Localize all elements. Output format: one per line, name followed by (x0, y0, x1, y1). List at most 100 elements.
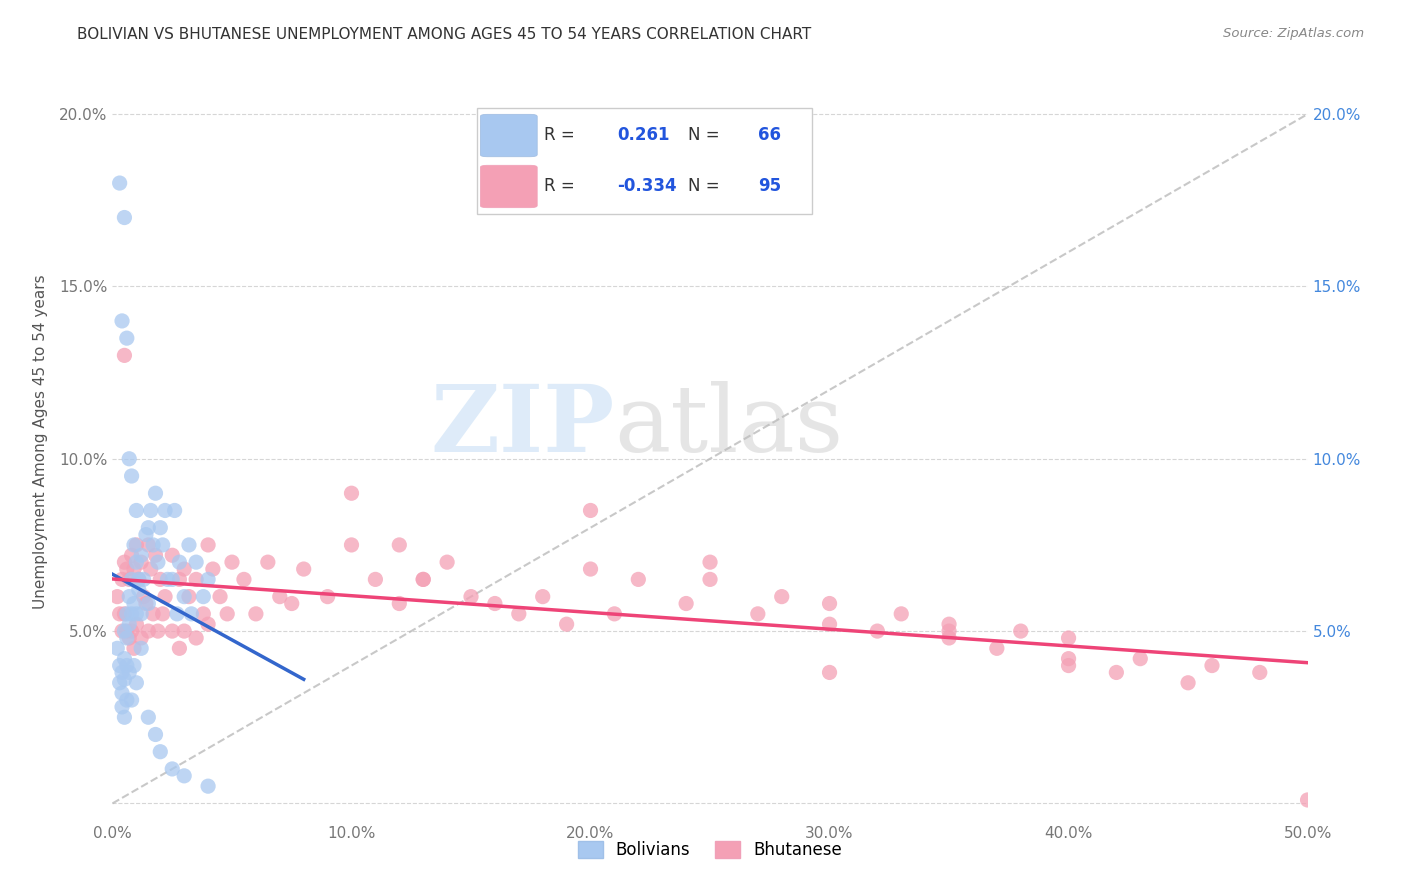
Point (579, 562, 602, 576)
Point (121, 624, 143, 639)
Point (484, 597, 506, 611)
Point (146, 624, 169, 639)
Point (1105, 665, 1128, 680)
Point (149, 573, 172, 587)
Point (121, 607, 143, 621)
Point (118, 573, 141, 587)
Point (209, 590, 232, 604)
Point (125, 607, 148, 621)
Point (269, 590, 291, 604)
Point (129, 607, 152, 621)
Point (115, 631, 138, 645)
Point (114, 211, 135, 225)
Point (122, 562, 145, 576)
Point (115, 331, 138, 345)
Point (508, 607, 530, 621)
Point (122, 641, 145, 656)
Point (340, 538, 363, 552)
Point (153, 503, 176, 517)
Point (115, 607, 138, 621)
Point (163, 503, 186, 517)
Point (699, 573, 721, 587)
Point (1129, 651, 1152, 665)
Point (579, 503, 602, 517)
Point (125, 555, 148, 569)
Legend: Bolivians, Bhutanese: Bolivians, Bhutanese (571, 834, 849, 865)
Point (1010, 624, 1032, 639)
Point (233, 573, 256, 587)
Point (531, 590, 554, 604)
Point (197, 538, 219, 552)
Point (142, 538, 165, 552)
Point (114, 710, 135, 724)
Point (114, 348, 135, 362)
Point (866, 624, 889, 639)
Point (105, 641, 128, 656)
Point (281, 597, 304, 611)
Point (1177, 675, 1199, 690)
Point (149, 521, 172, 535)
Point (770, 590, 793, 604)
Point (173, 590, 195, 604)
Point (257, 555, 280, 569)
Point (412, 573, 434, 587)
Point (1057, 651, 1080, 665)
Point (169, 641, 191, 656)
Point (1057, 631, 1080, 645)
Point (388, 597, 411, 611)
Point (122, 658, 145, 673)
Point (115, 693, 138, 707)
Point (142, 607, 165, 621)
Point (162, 762, 183, 776)
Point (699, 555, 721, 569)
Point (1296, 793, 1319, 807)
Point (173, 769, 195, 783)
Point (128, 573, 150, 587)
Point (152, 538, 174, 552)
Point (162, 548, 183, 563)
Point (128, 582, 150, 597)
Point (152, 607, 174, 621)
Point (316, 590, 339, 604)
Point (364, 573, 387, 587)
Point (122, 538, 145, 552)
Point (197, 617, 219, 632)
Point (146, 555, 169, 569)
Point (114, 555, 135, 569)
Point (111, 699, 134, 714)
Point (118, 631, 141, 645)
Point (388, 538, 411, 552)
Point (115, 624, 138, 639)
Point (129, 641, 152, 656)
Point (121, 469, 143, 483)
Point (173, 562, 195, 576)
Point (138, 710, 160, 724)
Point (138, 597, 160, 611)
Point (108, 658, 131, 673)
Point (121, 693, 143, 707)
Point (818, 665, 841, 680)
Point (890, 607, 912, 621)
Point (156, 573, 179, 587)
Y-axis label: Unemployment Among Ages 45 to 54 years: Unemployment Among Ages 45 to 54 years (34, 274, 48, 609)
Point (153, 590, 176, 604)
Point (132, 590, 155, 604)
Point (111, 665, 134, 680)
Point (121, 548, 143, 563)
Point (118, 665, 141, 680)
Text: Source: ZipAtlas.com: Source: ZipAtlas.com (1223, 27, 1364, 40)
Point (169, 555, 191, 569)
Point (675, 597, 697, 611)
Point (197, 573, 219, 587)
Point (221, 555, 243, 569)
Point (138, 538, 160, 552)
Point (412, 573, 434, 587)
Point (217, 607, 239, 621)
Point (177, 538, 200, 552)
Point (145, 548, 167, 563)
Point (138, 521, 160, 535)
Point (139, 562, 162, 576)
Point (129, 631, 152, 645)
Point (627, 573, 650, 587)
Point (114, 624, 135, 639)
